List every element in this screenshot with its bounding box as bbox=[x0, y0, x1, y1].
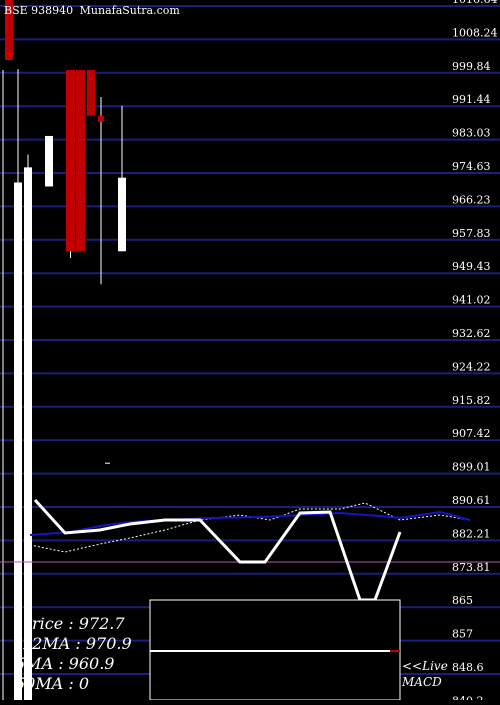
y-tick-label: 983.03 bbox=[452, 127, 491, 140]
legend-macd: MACD bbox=[402, 675, 442, 689]
candle bbox=[45, 135, 53, 187]
candlesticks bbox=[2, 0, 126, 705]
macd-line bbox=[33, 498, 402, 602]
y-tick-label: 848.6 bbox=[452, 661, 484, 674]
ma5-label: 5MA : 960.9 bbox=[15, 654, 115, 673]
macd-dotted-line bbox=[29, 502, 471, 553]
legend-live[interactable]: <<Live bbox=[402, 659, 448, 673]
ma-price-label: rice : 972.7 bbox=[32, 614, 125, 633]
candle bbox=[66, 69, 75, 252]
y-tick-label: 966.23 bbox=[452, 193, 491, 206]
ma50-label: 50MA : 0 bbox=[15, 674, 90, 693]
y-tick-label: 991.44 bbox=[452, 93, 491, 106]
y-tick-label: 932.62 bbox=[452, 327, 491, 340]
y-tick-label: 907.42 bbox=[452, 427, 491, 440]
y-tick-label: 1008.24 bbox=[452, 26, 498, 39]
candle bbox=[76, 69, 85, 252]
candle bbox=[87, 69, 95, 116]
candle bbox=[24, 167, 32, 705]
y-tick-label: 924.22 bbox=[452, 360, 491, 373]
y-tick-label: 999.84 bbox=[452, 60, 491, 73]
candle bbox=[5, 0, 13, 61]
y-tick-label: 840.2 bbox=[452, 694, 484, 700]
y-tick-label: 1016.64 bbox=[452, 0, 498, 6]
site-label: MunafaSutra.com bbox=[79, 4, 180, 17]
y-tick-label: 974.63 bbox=[452, 160, 491, 173]
macd-panel bbox=[0, 498, 500, 701]
candle bbox=[118, 177, 126, 252]
y-tick-label: 882.21 bbox=[452, 527, 491, 540]
y-tick-label: 890.61 bbox=[452, 494, 491, 507]
candle bbox=[98, 115, 104, 122]
y-tick-label: 941.02 bbox=[452, 294, 491, 307]
y-tick-label: 873.81 bbox=[452, 561, 491, 574]
y-tick-label: 915.82 bbox=[452, 394, 491, 407]
y-tick-label: 899.01 bbox=[452, 461, 491, 474]
candle bbox=[14, 182, 22, 705]
y-axis-ticks: 1016.64 1008.24 999.84 991.44 983.03 974.63 96… bbox=[452, 0, 498, 705]
macd-signal-line bbox=[29, 510, 471, 536]
chart-header: BSE 938940 MunafaSutra.com bbox=[4, 4, 180, 17]
y-tick-label: 865 bbox=[452, 594, 473, 607]
y-tick-label: 949.43 bbox=[452, 260, 491, 273]
source-label: BSE 938940 bbox=[4, 4, 74, 17]
y-tick-label: 957.83 bbox=[452, 227, 491, 240]
ma12-label: 12MA : 970.9 bbox=[22, 634, 132, 653]
y-tick-label: 857 bbox=[452, 628, 473, 641]
